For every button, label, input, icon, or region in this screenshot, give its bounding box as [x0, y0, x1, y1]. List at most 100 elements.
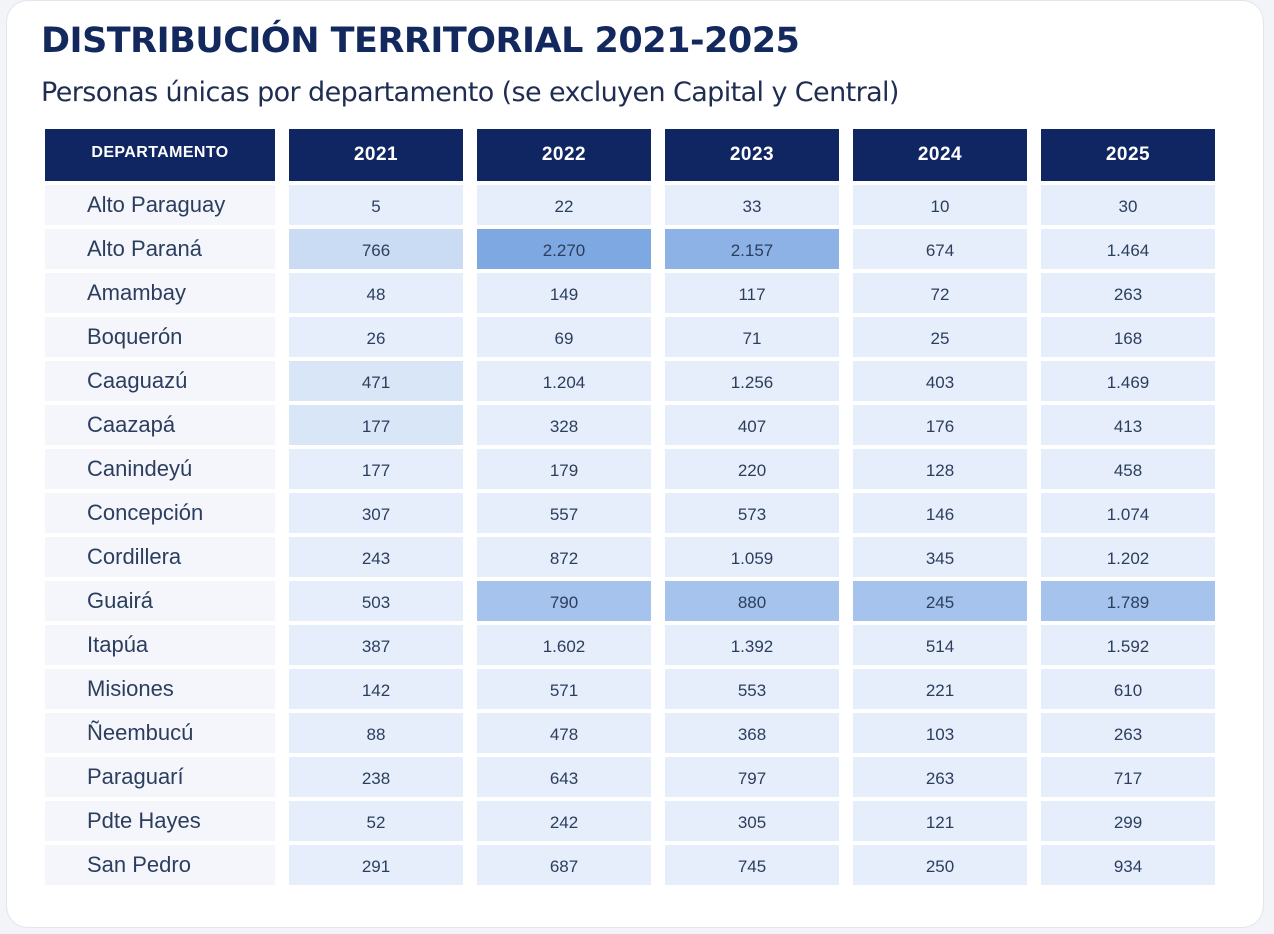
table-cell: 1.204 [477, 361, 651, 401]
table-cell: 25 [853, 317, 1027, 357]
table-cell: 1.464 [1041, 229, 1215, 269]
table-cell: 243 [289, 537, 463, 577]
table-cell: 1.059 [665, 537, 839, 577]
row-label: Misiones [45, 669, 275, 709]
row-label: Boquerón [45, 317, 275, 357]
table-cell: 717 [1041, 757, 1215, 797]
table-cell: 117 [665, 273, 839, 313]
table-cell: 1.469 [1041, 361, 1215, 401]
table-cell: 299 [1041, 801, 1215, 841]
table-cell: 2.270 [477, 229, 651, 269]
table-cell: 177 [289, 405, 463, 445]
table-cell: 1.789 [1041, 581, 1215, 621]
table-cell: 71 [665, 317, 839, 357]
table-cell: 1.256 [665, 361, 839, 401]
table-cell: 328 [477, 405, 651, 445]
table-cell: 1.074 [1041, 493, 1215, 533]
table-cell: 514 [853, 625, 1027, 665]
table-cell: 245 [853, 581, 1027, 621]
row-label: Alto Paraguay [45, 185, 275, 225]
table-cell: 471 [289, 361, 463, 401]
table-cell: 345 [853, 537, 1027, 577]
page-title: DISTRIBUCIÓN TERRITORIAL 2021-2025 [41, 21, 800, 61]
table-cell: 168 [1041, 317, 1215, 357]
table-cell: 797 [665, 757, 839, 797]
table-cell: 305 [665, 801, 839, 841]
row-label: Ñeembucú [45, 713, 275, 753]
table-cell: 458 [1041, 449, 1215, 489]
table-cell: 142 [289, 669, 463, 709]
table-cell: 177 [289, 449, 463, 489]
table-cell: 250 [853, 845, 1027, 885]
table-cell: 1.592 [1041, 625, 1215, 665]
table-cell: 478 [477, 713, 651, 753]
row-label: Guairá [45, 581, 275, 621]
table-cell: 220 [665, 449, 839, 489]
row-label: Itapúa [45, 625, 275, 665]
row-label: Cordillera [45, 537, 275, 577]
table-cell: 103 [853, 713, 1027, 753]
table-cell: 128 [853, 449, 1027, 489]
table-cell: 30 [1041, 185, 1215, 225]
table-cell: 766 [289, 229, 463, 269]
table-card: DISTRIBUCIÓN TERRITORIAL 2021-2025 Perso… [6, 0, 1264, 928]
row-label: Amambay [45, 273, 275, 313]
table-cell: 52 [289, 801, 463, 841]
table-cell: 179 [477, 449, 651, 489]
row-label: Caaguazú [45, 361, 275, 401]
table-cell: 553 [665, 669, 839, 709]
table-cell: 263 [1041, 273, 1215, 313]
table-cell: 221 [853, 669, 1027, 709]
table-cell: 10 [853, 185, 1027, 225]
table-cell: 745 [665, 845, 839, 885]
table-cell: 687 [477, 845, 651, 885]
row-label: Alto Paraná [45, 229, 275, 269]
column-header-2021: 2021 [289, 129, 463, 181]
table-cell: 674 [853, 229, 1027, 269]
row-label: Concepción [45, 493, 275, 533]
table-cell: 176 [853, 405, 1027, 445]
table-cell: 571 [477, 669, 651, 709]
table-cell: 407 [665, 405, 839, 445]
table-cell: 238 [289, 757, 463, 797]
row-label: San Pedro [45, 845, 275, 885]
table-cell: 413 [1041, 405, 1215, 445]
table-cell: 72 [853, 273, 1027, 313]
table-cell: 69 [477, 317, 651, 357]
table-cell: 610 [1041, 669, 1215, 709]
table-cell: 872 [477, 537, 651, 577]
table-cell: 790 [477, 581, 651, 621]
table-cell: 387 [289, 625, 463, 665]
table-cell: 643 [477, 757, 651, 797]
row-label: Pdte Hayes [45, 801, 275, 841]
column-header-2024: 2024 [853, 129, 1027, 181]
column-header-departamento: DEPARTAMENTO [45, 129, 275, 181]
column-header-2022: 2022 [477, 129, 651, 181]
table-cell: 22 [477, 185, 651, 225]
column-header-2025: 2025 [1041, 129, 1215, 181]
table-cell: 1.202 [1041, 537, 1215, 577]
data-table: DEPARTAMENTO 2021 2022 2023 2024 2025 Alto Par… [45, 129, 1215, 885]
table-cell: 880 [665, 581, 839, 621]
row-label: Canindeyú [45, 449, 275, 489]
table-cell: 263 [1041, 713, 1215, 753]
table-cell: 242 [477, 801, 651, 841]
page-subtitle: Personas únicas por departamento (se exc… [41, 77, 899, 108]
table-cell: 403 [853, 361, 1027, 401]
table-cell: 146 [853, 493, 1027, 533]
table-cell: 1.602 [477, 625, 651, 665]
table-cell: 368 [665, 713, 839, 753]
table-cell: 149 [477, 273, 651, 313]
table-cell: 263 [853, 757, 1027, 797]
table-cell: 33 [665, 185, 839, 225]
table-cell: 121 [853, 801, 1027, 841]
table-cell: 5 [289, 185, 463, 225]
column-header-2023: 2023 [665, 129, 839, 181]
table-cell: 2.157 [665, 229, 839, 269]
row-label: Caazapá [45, 405, 275, 445]
table-cell: 291 [289, 845, 463, 885]
table-cell: 573 [665, 493, 839, 533]
table-cell: 503 [289, 581, 463, 621]
table-cell: 557 [477, 493, 651, 533]
table-cell: 934 [1041, 845, 1215, 885]
